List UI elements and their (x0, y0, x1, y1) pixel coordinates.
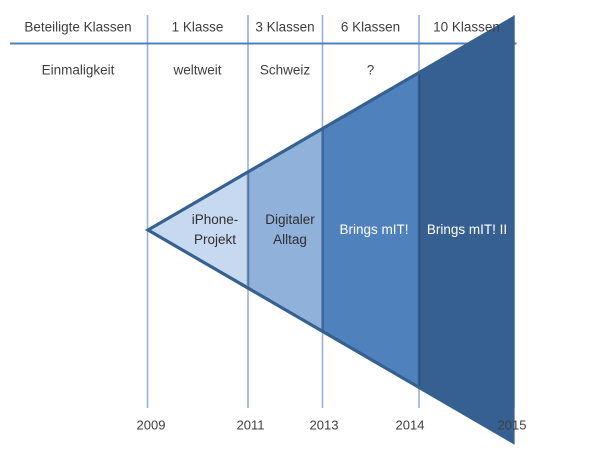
funnel-segment-label-digitaler-alltag: Digitaler Alltag (265, 210, 315, 250)
year-label-2013: 2013 (309, 417, 339, 433)
year-label-2011: 2011 (236, 417, 265, 433)
funnel-segment-label-brings-mit: Brings mIT! (339, 220, 408, 240)
segment-label-line: Alltag (273, 232, 307, 247)
funnel-segment-label-brings-mit-2: Brings mIT! II (427, 220, 507, 240)
table-row1-cell-4: 10 Klassen (433, 19, 500, 35)
funnel-segment-brings-mit-2 (419, 18, 513, 442)
table-row1-cell-3: 6 Klassen (340, 19, 401, 35)
table-row2-cell-1: weltweit (173, 62, 222, 78)
segment-label-line: Brings mIT! II (426, 222, 508, 237)
table-row2-header: Einmaligkeit (41, 62, 115, 78)
table-row1-cell-2: 3 Klassen (255, 19, 315, 35)
funnel-segment-digitaler-alltag (248, 128, 323, 332)
segment-label-line: Projekt (193, 232, 237, 247)
year-label-2009: 2009 (136, 417, 166, 433)
segment-label-line: Digitaler (265, 212, 315, 227)
funnel-segment-iphone-projekt (148, 171, 248, 289)
funnel-segment-label-iphone-projekt: iPhone- Projekt (192, 210, 239, 250)
funnel-segment-brings-mit (322, 72, 419, 388)
table-row1-cell-1: 1 Klasse (171, 19, 224, 35)
table-row1-header: Beteiligte Klassen (24, 19, 132, 35)
table-row2-cell-2: Schweiz (259, 62, 311, 78)
table-row2-cell-3: ? (366, 62, 375, 78)
funnel-outline (144, 15, 515, 445)
segment-label-line: iPhone- (191, 212, 239, 227)
year-label-2015: 2015 (497, 417, 527, 433)
segment-label-line: Brings mIT! (339, 222, 409, 237)
year-label-2014: 2014 (395, 417, 425, 433)
